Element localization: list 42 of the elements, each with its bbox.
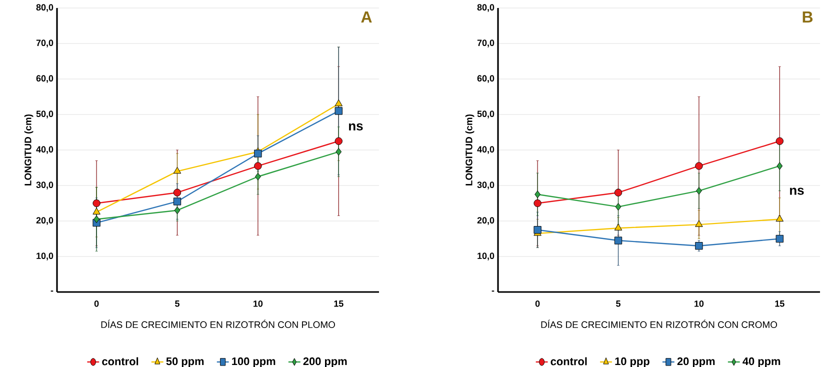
y-tick-label: 30,0 [36, 182, 54, 190]
x-tick-label: 15 [775, 300, 784, 307]
y-tick-label: - [492, 290, 494, 292]
x-tick-label: 0 [94, 300, 99, 307]
legend-label: 20 ppm [677, 357, 715, 367]
y-tick-label: 10,0 [478, 252, 494, 260]
legend-label: 100 ppm [232, 357, 276, 367]
y-tick-label: 70,0 [36, 40, 54, 48]
x-axis-title: DÍAS DE CRECIMIENTO EN RIZOTRÓN CON CROMO [541, 320, 778, 328]
y-tick-label: 40,0 [477, 146, 494, 154]
annotation: ns [790, 188, 804, 195]
legend-label: 10 ppp [615, 357, 650, 367]
annotation: B [802, 12, 813, 22]
y-tick-label: 50,0 [477, 110, 494, 118]
y-tick-label: 10,0 [36, 252, 54, 260]
y-tick-label: 80,0 [477, 4, 494, 12]
y-tick-label: 80,0 [36, 4, 54, 12]
annotation: ns [349, 123, 363, 130]
y-tick-label: 70,0 [477, 40, 494, 48]
y-tick-label: 20,0 [36, 217, 54, 225]
x-axis-title: DÍAS DE CRECIMIENTO EN RIZOTRÓN CON PLOMO [101, 320, 335, 328]
y-tick-label: - [50, 290, 54, 292]
y-tick-label: 50,0 [36, 110, 54, 118]
x-tick-label: 10 [694, 300, 704, 307]
legend-label: 50 ppm [166, 357, 204, 367]
y-axis-title: LONGITUD (cm) [24, 114, 34, 186]
legend-label: 200 ppm [303, 357, 347, 367]
y-tick-label: 20,0 [477, 217, 494, 225]
y-tick-label: 30,0 [477, 182, 494, 190]
legend-label: control [550, 357, 587, 366]
legend-label: 40 ppm [742, 357, 780, 367]
y-tick-label: 60,0 [477, 75, 494, 83]
y-axis-title: LONGITUD (cm) [465, 114, 474, 186]
y-tick-label: 40,0 [36, 146, 54, 154]
x-tick-label: 5 [616, 300, 620, 307]
legend-label: control [102, 357, 138, 366]
y-tick-label: 60,0 [36, 75, 54, 83]
x-tick-label: 10 [254, 300, 263, 307]
x-tick-label: 5 [175, 300, 180, 307]
annotation: A [361, 12, 372, 22]
x-tick-label: 0 [535, 300, 540, 307]
x-tick-label: 15 [334, 300, 344, 307]
